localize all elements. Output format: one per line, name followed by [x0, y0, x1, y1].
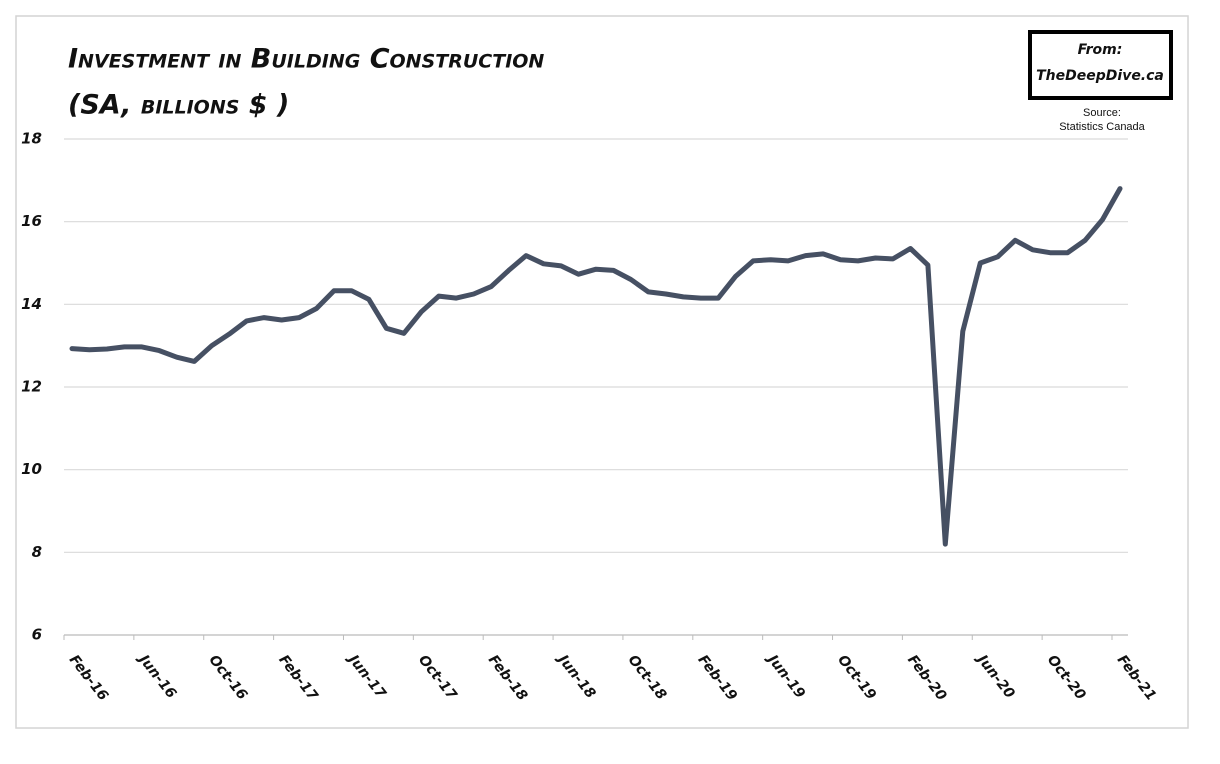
chart-title: Investment in Building Construction [68, 44, 544, 75]
y-tick-label: 16 [21, 212, 42, 230]
badge-line: TheDeepDive.ca [1036, 68, 1164, 84]
y-tick-label: 18 [21, 130, 42, 148]
source-label: Source: [1083, 107, 1121, 119]
y-tick-label: 10 [21, 460, 42, 478]
source-label: Statistics Canada [1059, 121, 1145, 133]
frame [15, 15, 1189, 729]
badge-line: From: [1078, 42, 1123, 58]
chart-subtitle: (SA, billions $ ) [68, 90, 289, 121]
data-line [69, 186, 1123, 547]
y-tick-label: 6 [32, 626, 42, 644]
y-tick-label: 12 [21, 378, 42, 396]
y-tick-label: 14 [21, 295, 42, 313]
y-tick-label: 8 [32, 543, 42, 561]
badge-box [1028, 30, 1173, 100]
